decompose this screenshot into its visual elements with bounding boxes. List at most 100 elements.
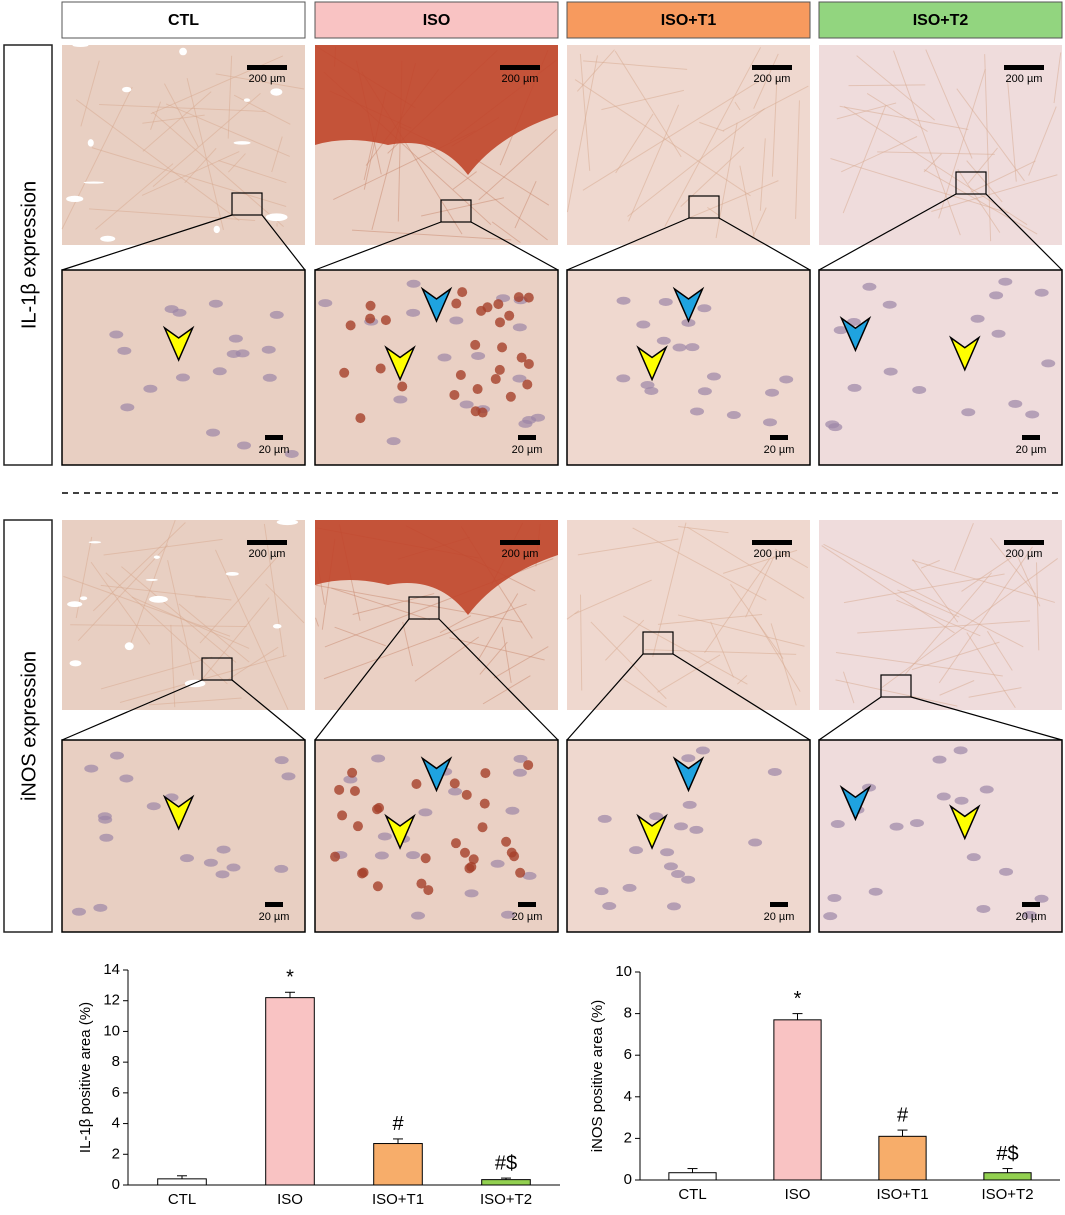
fiber	[830, 158, 1009, 214]
scale-bar	[265, 902, 283, 907]
arrowhead	[384, 813, 416, 850]
zoom-line	[910, 696, 1063, 741]
scale-bar	[770, 902, 788, 907]
nucleus	[175, 373, 190, 382]
fiber	[128, 520, 176, 649]
nucleus	[262, 373, 277, 382]
arrowhead	[420, 756, 453, 793]
fiber	[352, 229, 512, 241]
nucleus	[179, 854, 194, 863]
nucleus	[406, 851, 421, 860]
nucleus	[110, 751, 125, 760]
arrowhead	[636, 345, 668, 382]
micrograph-top: 200 µm	[566, 520, 810, 710]
nucleus	[991, 329, 1006, 338]
stain	[461, 789, 472, 800]
fiber	[961, 556, 1013, 592]
nucleus	[261, 345, 276, 354]
zoom-box	[201, 657, 233, 681]
y-tick-label: 10	[615, 963, 632, 980]
y-axis-title: iNOS positive area (%)	[589, 1000, 606, 1153]
nucleus	[518, 419, 533, 428]
fiber	[149, 697, 242, 706]
stain	[420, 853, 431, 864]
error-bar	[177, 1175, 187, 1179]
header-label: ISO	[423, 12, 451, 29]
y-tick-label: 6	[112, 1084, 120, 1101]
stain	[470, 339, 481, 350]
arrowhead	[839, 785, 872, 822]
row-label-box	[3, 44, 53, 466]
nucleus	[505, 806, 520, 815]
fiber	[590, 621, 667, 700]
nucleus	[490, 859, 505, 868]
fiber	[100, 656, 213, 690]
fiber	[677, 614, 805, 647]
fiber	[99, 104, 266, 112]
nucleus	[889, 822, 904, 831]
fiber	[680, 146, 745, 207]
fiber	[774, 548, 809, 569]
fiber	[178, 603, 250, 663]
bar	[668, 1172, 717, 1181]
bar	[773, 1019, 822, 1181]
scale-bar	[518, 435, 536, 440]
nucleus	[827, 893, 842, 902]
fiber	[475, 159, 550, 206]
nucleus	[762, 418, 777, 427]
fiber	[1016, 554, 1041, 607]
nucleus	[464, 889, 479, 898]
fiber	[493, 646, 549, 679]
fiber	[710, 621, 734, 678]
fiber	[966, 160, 1003, 203]
zoom-box	[440, 199, 472, 223]
fiber	[75, 99, 240, 221]
fiber	[1028, 106, 1057, 176]
error-bar	[393, 1138, 403, 1144]
gap	[149, 595, 168, 603]
fiber	[574, 579, 652, 615]
micrograph-zoom: 20 µm	[566, 269, 811, 466]
zoom-line	[438, 618, 559, 741]
fiber	[614, 50, 682, 158]
nucleus	[883, 367, 898, 376]
nucleus	[936, 792, 951, 801]
nucleus	[999, 867, 1014, 876]
x-tick-label: ISO	[277, 1191, 303, 1208]
nucleus	[208, 299, 223, 308]
gap	[153, 555, 160, 559]
nucleus	[689, 825, 704, 834]
fiber	[95, 163, 174, 230]
fiber	[920, 559, 940, 569]
fiber	[218, 160, 287, 184]
nucleus	[274, 864, 289, 873]
micrograph-top: 200 µm	[566, 45, 810, 245]
scale-bar	[500, 540, 540, 545]
fiber	[579, 594, 583, 691]
micrograph-top: 200 µm	[819, 45, 1062, 245]
error-bar	[501, 1177, 511, 1180]
fiber	[795, 100, 800, 219]
gap	[233, 141, 251, 145]
nucleus	[84, 764, 99, 773]
scale-label: 20 µm	[1016, 911, 1047, 923]
nucleus	[909, 819, 924, 828]
significance-label: *	[286, 967, 294, 989]
nucleus	[697, 304, 712, 313]
bar	[265, 997, 315, 1186]
fiber	[897, 589, 960, 618]
fiber	[657, 654, 721, 693]
zoom-line	[261, 214, 306, 271]
micrograph-top: 200 µm	[819, 520, 1062, 710]
zoom-line	[818, 696, 882, 741]
nucleus	[697, 387, 712, 396]
fiber	[931, 174, 1058, 212]
stain	[515, 867, 526, 878]
nucleus	[695, 746, 710, 755]
nucleus	[765, 388, 780, 397]
stain	[459, 847, 470, 858]
fiber	[214, 549, 289, 710]
nucleus	[649, 812, 664, 821]
